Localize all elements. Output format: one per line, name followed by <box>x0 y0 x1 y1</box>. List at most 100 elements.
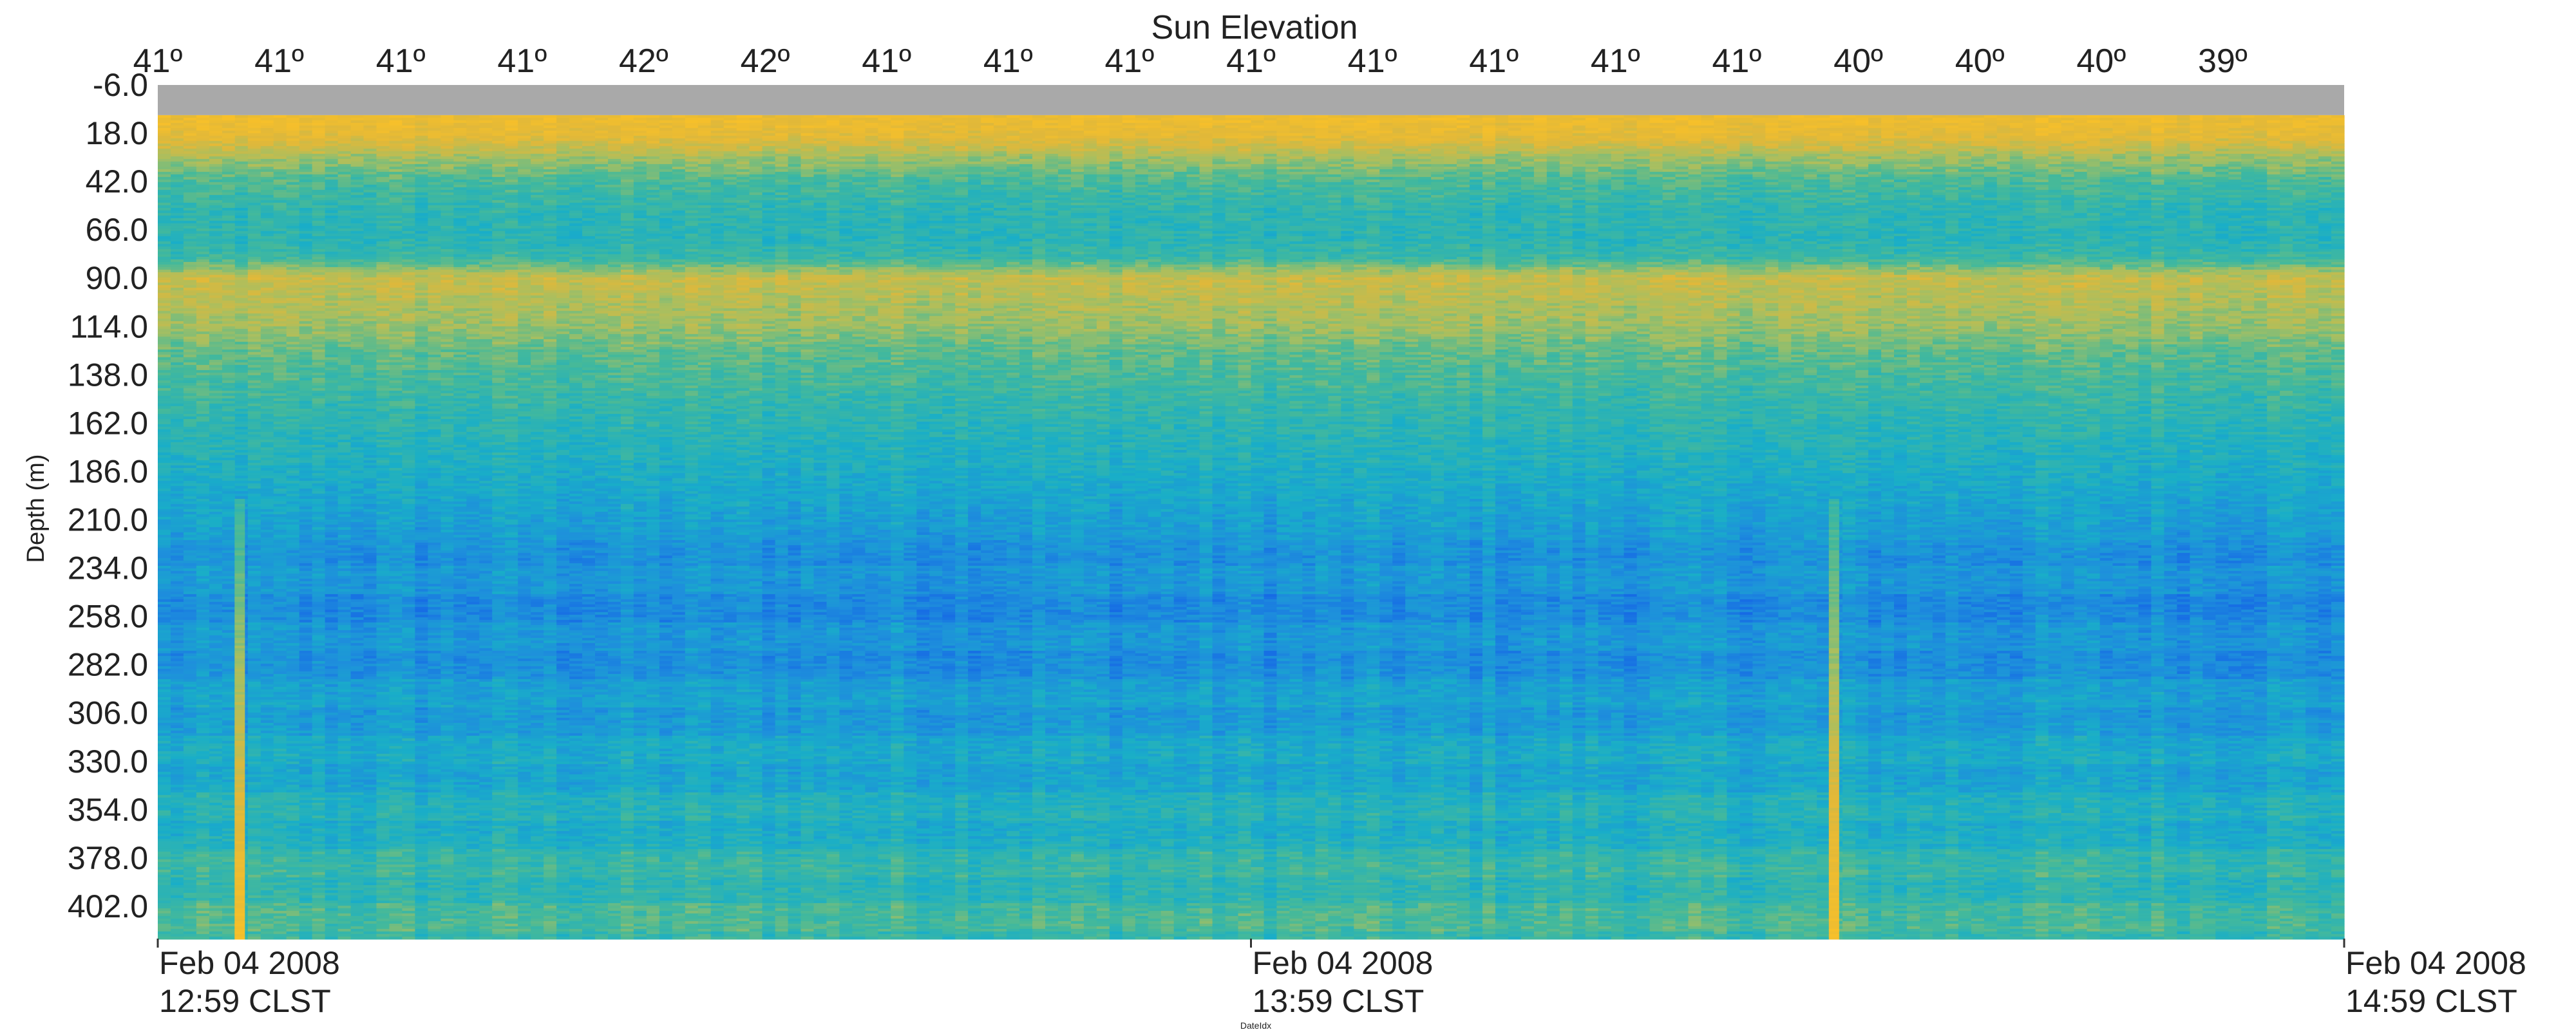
heatmap-cell <box>2177 120 2190 124</box>
heatmap-cell <box>1251 128 1265 131</box>
heatmap-cell <box>1341 144 1354 147</box>
heatmap-cell <box>312 133 326 136</box>
heatmap-cell <box>1431 123 1444 126</box>
heatmap-cell <box>1817 128 1830 131</box>
heatmap-cell <box>788 136 802 139</box>
heatmap-cell <box>1238 126 1252 129</box>
heatmap-cell <box>929 133 943 136</box>
heatmap-cell <box>1907 144 1920 147</box>
heatmap-cell <box>1946 133 1959 136</box>
heatmap-cell <box>299 123 313 126</box>
heatmap-cell <box>1727 136 1740 139</box>
heatmap-cell <box>1933 138 1946 142</box>
heatmap-cell <box>544 136 557 139</box>
heatmap-cell <box>1367 120 1380 124</box>
heatmap-cell <box>634 118 647 121</box>
heatmap-cell <box>556 133 570 136</box>
heatmap-cell <box>1495 126 1509 129</box>
heatmap-cell <box>929 123 943 126</box>
heatmap-cell <box>775 133 789 136</box>
heatmap-cell <box>1097 133 1110 136</box>
heatmap-cell <box>1354 131 1367 134</box>
heatmap-cell <box>440 144 454 147</box>
heatmap-cell <box>1379 146 1393 149</box>
heatmap-cell <box>1920 144 1933 147</box>
heatmap-cell <box>1161 136 1175 139</box>
heatmap-cell <box>1765 118 1779 121</box>
heatmap-cell <box>1881 131 1895 134</box>
heatmap-cell <box>1354 115 1367 118</box>
heatmap-cell <box>659 126 673 129</box>
heatmap-cell <box>608 123 621 126</box>
heatmap-cell <box>2087 115 2101 118</box>
heatmap-cell <box>595 146 609 149</box>
heatmap-cell <box>531 128 544 131</box>
heatmap-cell <box>608 138 621 142</box>
heatmap-cell <box>1689 131 1702 134</box>
heatmap-cell <box>1097 146 1110 149</box>
heatmap-cell <box>1727 141 1740 144</box>
heatmap-cell <box>1689 115 1702 118</box>
heatmap-cell <box>2036 141 2049 144</box>
heatmap-cell <box>904 131 917 134</box>
heatmap-cell <box>1135 138 1149 142</box>
heatmap-cell <box>968 126 981 129</box>
heatmap-cell <box>1122 128 1136 131</box>
heatmap-cell <box>852 141 866 144</box>
heatmap-cell <box>1676 123 1689 126</box>
heatmap-cell <box>2074 126 2088 129</box>
heatmap-cell <box>1739 133 1753 136</box>
heatmap-cell <box>1534 141 1548 144</box>
heatmap-cell <box>1958 128 1972 131</box>
heatmap-cell <box>1508 133 1522 136</box>
heatmap-cell <box>814 128 828 131</box>
heatmap-cell <box>1714 115 1727 118</box>
heatmap-cell <box>1482 126 1496 129</box>
heatmap-cell <box>453 144 467 147</box>
heatmap-cell <box>2190 136 2203 139</box>
heatmap-cell <box>1276 149 1290 152</box>
heatmap-cell <box>659 144 673 147</box>
heatmap-cell <box>1135 133 1149 136</box>
heatmap-cell <box>2151 149 2164 152</box>
heatmap-cell <box>184 133 197 136</box>
heatmap-cell <box>1418 128 1432 131</box>
heatmap-cell <box>891 118 904 121</box>
heatmap-cell <box>1097 118 1110 121</box>
sun-elevation-label: 41º <box>1712 42 1761 80</box>
heatmap-cell <box>1920 123 1933 126</box>
heatmap-cell <box>994 123 1007 126</box>
heatmap-cell <box>518 138 531 142</box>
heatmap-cell <box>2113 115 2126 118</box>
heatmap-cell <box>2023 131 2036 134</box>
heatmap-cell <box>904 133 917 136</box>
heatmap-cell <box>1830 115 1843 118</box>
heatmap-cell <box>1739 149 1753 152</box>
heatmap-cell <box>1444 149 1457 152</box>
heatmap-cell <box>1624 123 1638 126</box>
heatmap-cell <box>1161 128 1175 131</box>
heatmap-cell <box>1624 115 1638 118</box>
heatmap-cell <box>1637 149 1651 152</box>
heatmap-cell <box>1174 146 1188 149</box>
heatmap-cell <box>1148 138 1162 142</box>
heatmap-cell <box>1482 120 1496 124</box>
heatmap-cell <box>724 141 737 144</box>
heatmap-cell <box>184 118 197 121</box>
heatmap-cell <box>171 141 184 144</box>
heatmap-cell <box>968 123 981 126</box>
heatmap-cell <box>2215 128 2229 131</box>
heatmap-cell <box>2023 118 2036 121</box>
heatmap-cell <box>2280 118 2293 121</box>
heatmap-cell <box>2306 136 2319 139</box>
heatmap-cell <box>1418 133 1432 136</box>
heatmap-cell <box>1405 149 1419 152</box>
heatmap-cell <box>2010 133 2023 136</box>
heatmap-cell <box>1405 120 1419 124</box>
heatmap-cell <box>1187 144 1200 147</box>
heatmap-cell <box>1328 136 1341 139</box>
heatmap-cell <box>2074 149 2088 152</box>
heatmap-cell <box>1804 146 1817 149</box>
heatmap-cell <box>2010 144 2023 147</box>
heatmap-cell <box>1714 144 1727 147</box>
